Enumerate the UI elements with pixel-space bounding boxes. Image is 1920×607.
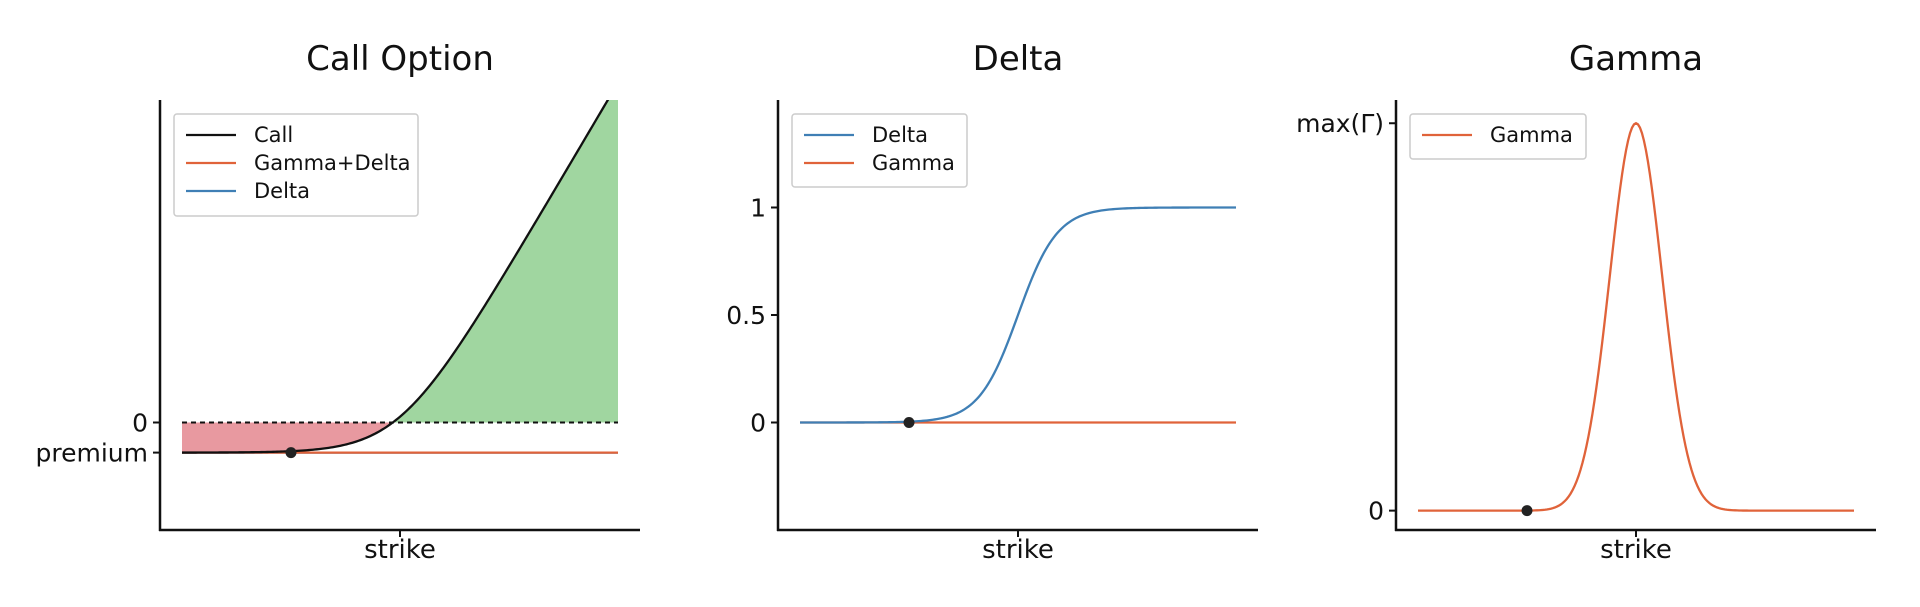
legend-entry: Call [254, 123, 293, 147]
series-line-delta [800, 206, 1236, 424]
chart-title: Delta [973, 39, 1064, 79]
position-marker [285, 447, 297, 459]
legend-entry: Gamma [1490, 123, 1573, 147]
series-line-call [182, 100, 610, 454]
position-marker [903, 417, 915, 428]
series-line-gamma [1418, 121, 1854, 512]
legend-entry: Delta [872, 123, 928, 147]
legend-entry: Gamma [872, 151, 955, 175]
x-axis-label: strike [364, 535, 436, 565]
loss-region-fill [182, 422, 393, 453]
y-tick-label: 0 [1368, 497, 1384, 526]
y-tick-label: max(Γ) [1296, 109, 1384, 138]
legend-box [791, 113, 968, 188]
legend: Delta Gamma [791, 113, 968, 188]
plot-area [182, 100, 618, 454]
chart-panel-1: 0 0.5 1 strike Delta Delta Gamma [726, 39, 1258, 565]
y-tick-label: 0 [750, 409, 766, 438]
y-tick-label: 1 [750, 194, 766, 223]
chart-panel-2: 0 max(Γ) strike Gamma Gamma [1296, 39, 1876, 565]
position-marker [1521, 505, 1533, 517]
plot-area [800, 206, 1236, 424]
chart-title: Gamma [1569, 39, 1703, 79]
legend-entry: Delta [254, 179, 310, 203]
y-tick-label: premium [36, 439, 148, 468]
y-tick-label: 0.5 [726, 301, 766, 330]
legend-box [1409, 113, 1587, 160]
x-axis-label: strike [982, 535, 1054, 565]
legend: Gamma [1409, 113, 1587, 160]
legend: Call Gamma+Delta Delta [173, 113, 419, 217]
y-tick-label: 0 [132, 409, 148, 438]
legend-entry: Gamma+Delta [254, 151, 411, 175]
x-axis-label: strike [1600, 535, 1672, 565]
profit-region-fill [394, 100, 618, 423]
plot-area [1418, 121, 1854, 512]
chart-title: Call Option [306, 39, 494, 79]
